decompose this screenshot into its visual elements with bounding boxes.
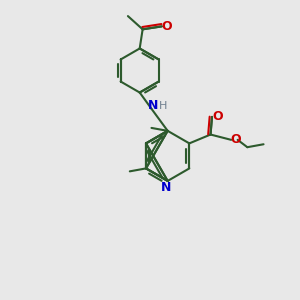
- Text: O: O: [212, 110, 223, 123]
- Text: N: N: [148, 99, 158, 112]
- Text: O: O: [230, 133, 241, 146]
- Text: N: N: [161, 181, 171, 194]
- Text: H: H: [158, 101, 167, 111]
- Text: O: O: [162, 20, 172, 33]
